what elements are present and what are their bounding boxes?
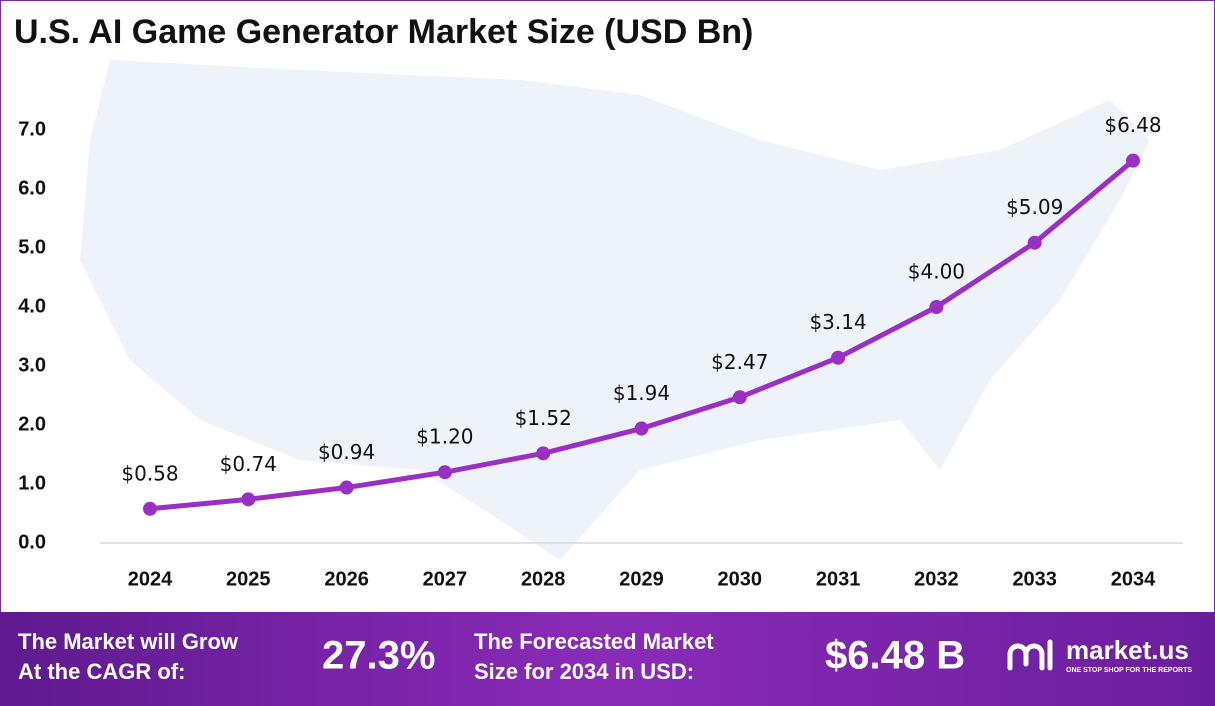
y-tick-label: 0.0: [18, 531, 46, 553]
x-tick-label: 2032: [914, 568, 959, 590]
value-label: $1.94: [613, 381, 670, 405]
marker: [929, 300, 944, 314]
x-tick-label: 2024: [128, 568, 173, 590]
marker: [437, 465, 452, 480]
map-background: [80, 60, 1150, 560]
x-tick-label: 2031: [816, 568, 861, 590]
marker: [536, 446, 551, 461]
y-tick-label: 2.0: [18, 413, 46, 435]
footer-text: The Market will Grow: [18, 629, 239, 654]
x-tick-label: 2029: [619, 568, 664, 590]
marker: [634, 421, 649, 436]
value-label: $0.58: [121, 461, 178, 485]
footer-text: Size for 2034 in USD:: [474, 659, 694, 684]
y-tick-label: 6.0: [18, 177, 46, 199]
footer-value: $6.48 B: [825, 634, 965, 678]
value-label: $6.48: [1104, 113, 1161, 137]
footer-text: At the CAGR of:: [18, 659, 185, 684]
marker: [732, 390, 747, 405]
footer-text: The Forecasted Market: [474, 629, 714, 654]
chart-title: U.S. AI Game Generator Market Size (USD …: [14, 13, 753, 51]
x-tick-label: 2026: [324, 568, 369, 590]
y-tick-label: 7.0: [18, 118, 46, 140]
value-label: $4.00: [908, 260, 965, 284]
x-tick-label: 2030: [718, 568, 763, 590]
value-label: $3.14: [809, 310, 866, 334]
marker: [1126, 153, 1140, 168]
x-tick-label: 2025: [226, 568, 271, 590]
y-tick-label: 1.0: [18, 472, 46, 494]
marker: [143, 501, 157, 516]
value-label: $5.09: [1006, 195, 1063, 219]
marker: [831, 350, 846, 365]
marker: [1027, 235, 1042, 250]
x-tick-label: 2034: [1111, 568, 1156, 590]
x-tick-label: 2028: [521, 568, 566, 590]
x-tick-label: 2033: [1012, 568, 1057, 590]
value-label: $0.94: [318, 440, 375, 464]
footer-value: 27.3%: [322, 634, 435, 678]
value-label: $0.74: [220, 452, 277, 476]
marker: [339, 480, 354, 495]
y-tick-label: 5.0: [18, 236, 46, 258]
x-tick-label: 2027: [423, 568, 468, 590]
brand: market.us: [1066, 635, 1189, 665]
y-tick-label: 3.0: [18, 354, 46, 376]
value-label: $1.52: [515, 406, 572, 430]
tagline: ONE STOP SHOP FOR THE REPORTS: [1066, 667, 1192, 674]
logo-icon: [1007, 639, 1053, 671]
value-label: $1.20: [416, 425, 473, 449]
y-tick-label: 4.0: [18, 295, 46, 317]
value-label: $2.47: [711, 350, 768, 374]
marker: [241, 492, 256, 507]
